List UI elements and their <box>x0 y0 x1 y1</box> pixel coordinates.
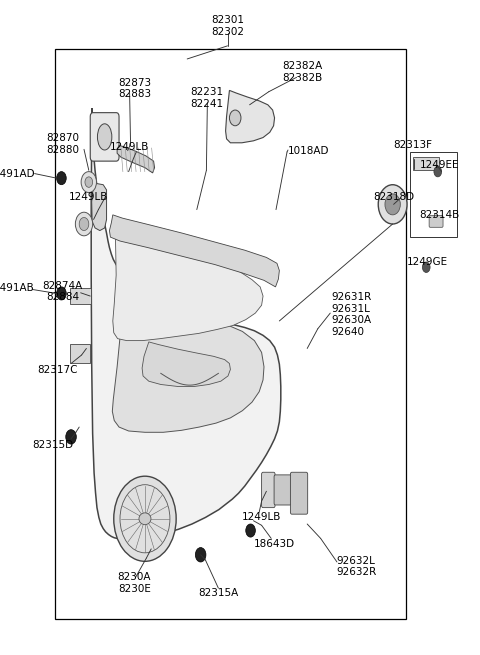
Text: 92632L
92632R: 92632L 92632R <box>336 556 376 577</box>
Circle shape <box>378 185 407 224</box>
Text: 1491AB: 1491AB <box>0 283 35 293</box>
Circle shape <box>81 172 96 193</box>
Text: 82318D: 82318D <box>373 191 414 202</box>
Polygon shape <box>112 288 264 432</box>
Circle shape <box>422 262 430 272</box>
FancyBboxPatch shape <box>70 288 91 304</box>
Circle shape <box>195 548 206 562</box>
Circle shape <box>57 172 66 185</box>
Polygon shape <box>226 90 275 143</box>
Ellipse shape <box>97 124 112 150</box>
Text: 82231
82241: 82231 82241 <box>190 88 223 109</box>
FancyBboxPatch shape <box>262 472 275 508</box>
Text: 82874A
82884: 82874A 82884 <box>42 281 83 302</box>
Polygon shape <box>142 342 230 386</box>
Text: 1249EE: 1249EE <box>420 160 459 170</box>
FancyBboxPatch shape <box>290 472 308 514</box>
Text: 82301
82302: 82301 82302 <box>212 16 244 37</box>
Text: 1491AD: 1491AD <box>0 168 35 179</box>
Circle shape <box>75 212 93 236</box>
Text: 92631R
92631L
92630A
92640: 92631R 92631L 92630A 92640 <box>331 292 372 337</box>
Text: 82314B: 82314B <box>419 210 459 220</box>
Text: 18643D: 18643D <box>254 538 295 549</box>
Circle shape <box>385 194 400 215</box>
FancyBboxPatch shape <box>429 215 443 227</box>
Polygon shape <box>91 108 281 539</box>
Text: 1018AD: 1018AD <box>288 145 329 156</box>
Circle shape <box>79 217 89 231</box>
Polygon shape <box>92 183 107 231</box>
Text: 82382A
82382B: 82382A 82382B <box>282 62 323 83</box>
FancyBboxPatch shape <box>413 157 439 170</box>
Text: 82870
82880: 82870 82880 <box>46 134 79 155</box>
Ellipse shape <box>139 513 151 525</box>
Text: 1249LB: 1249LB <box>69 191 108 202</box>
FancyBboxPatch shape <box>274 475 291 505</box>
Polygon shape <box>109 215 279 287</box>
Text: 82315A: 82315A <box>198 588 239 598</box>
Circle shape <box>229 110 241 126</box>
Circle shape <box>434 166 442 177</box>
Text: 82873
82883: 82873 82883 <box>118 78 151 99</box>
Circle shape <box>66 430 76 444</box>
Text: 82313F: 82313F <box>393 140 432 151</box>
Polygon shape <box>113 223 263 341</box>
Circle shape <box>57 287 66 300</box>
FancyBboxPatch shape <box>70 344 90 363</box>
Polygon shape <box>117 145 155 173</box>
Bar <box>410 152 457 237</box>
Bar <box>55 49 406 619</box>
Circle shape <box>114 476 176 561</box>
FancyBboxPatch shape <box>90 113 119 161</box>
Circle shape <box>85 177 93 187</box>
Text: 1249GE: 1249GE <box>407 257 448 267</box>
Circle shape <box>246 524 255 537</box>
Text: 82317C: 82317C <box>37 365 78 375</box>
Text: 1249LB: 1249LB <box>110 142 149 153</box>
Text: 1249LB: 1249LB <box>242 512 281 523</box>
Text: 82315D: 82315D <box>32 440 73 451</box>
Text: 8230A
8230E: 8230A 8230E <box>118 572 151 593</box>
